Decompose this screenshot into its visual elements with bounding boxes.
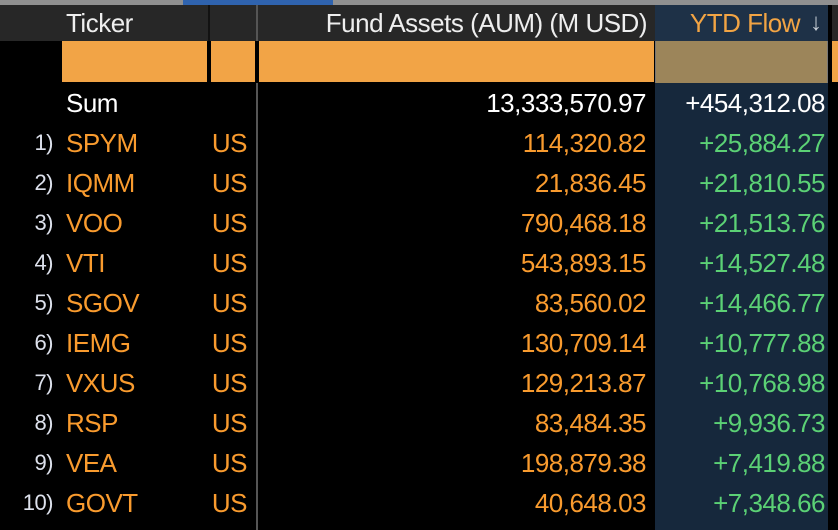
aum-cell: 130,709.14 bbox=[256, 323, 655, 363]
aum-cell: 40,648.03 bbox=[256, 483, 655, 523]
ytd-flow-cell: +7,348.66 bbox=[655, 483, 828, 523]
row-sliver bbox=[828, 203, 838, 243]
exchange-cell: US bbox=[211, 168, 248, 198]
row-number: 1) bbox=[34, 130, 53, 155]
table-row[interactable]: 3) VOO US 790,468.18 +21,513.76 bbox=[0, 203, 838, 243]
aum-cell: 129,213.87 bbox=[256, 363, 655, 403]
exchange-cell: US bbox=[211, 488, 248, 518]
sum-aum-value: 13,333,570.97 bbox=[256, 83, 655, 123]
ytd-flow-cell: +21,810.55 bbox=[655, 163, 828, 203]
row-number: 10) bbox=[22, 490, 54, 515]
ticker-cell: SGOV bbox=[66, 288, 140, 318]
sum-row-gutter bbox=[0, 83, 60, 123]
ytd-flow-cell: +14,527.48 bbox=[655, 243, 828, 283]
exchange-cell: US bbox=[211, 408, 248, 438]
filter-row bbox=[0, 41, 838, 83]
ytd-flow-cell: +9,936.73 bbox=[655, 403, 828, 443]
row-sliver bbox=[828, 323, 838, 363]
sort-descending-icon: ↓ bbox=[810, 9, 822, 36]
row-number: 8) bbox=[34, 410, 53, 435]
exchange-cell: US bbox=[211, 448, 248, 478]
sum-sliver bbox=[828, 83, 838, 123]
ticker-cell: IQMM bbox=[66, 168, 135, 198]
aum-cell: 83,560.02 bbox=[256, 283, 655, 323]
horizontal-scrollbar[interactable] bbox=[0, 0, 838, 5]
filter-gutter bbox=[0, 41, 60, 83]
table-row[interactable]: 2) IQMM US 21,836.45 +21,810.55 bbox=[0, 163, 838, 203]
table-row[interactable]: 6) IEMG US 130,709.14 +10,777.88 bbox=[0, 323, 838, 363]
row-sliver bbox=[828, 283, 838, 323]
scrollbar-thumb[interactable] bbox=[183, 0, 333, 5]
ticker-cell: VXUS bbox=[66, 368, 135, 398]
exchange-cell: US bbox=[211, 128, 248, 158]
ticker-cell: VEA bbox=[66, 448, 117, 478]
row-number-header bbox=[0, 5, 60, 41]
row-number: 3) bbox=[34, 210, 53, 235]
ticker-cell: IEMG bbox=[66, 328, 131, 358]
next-column-filter-sliver bbox=[832, 41, 838, 82]
table-row[interactable]: 10) GOVT US 40,648.03 +7,348.66 bbox=[0, 483, 838, 523]
table-row[interactable]: 5) SGOV US 83,560.02 +14,466.77 bbox=[0, 283, 838, 323]
exchange-cell: US bbox=[211, 328, 248, 358]
aum-cell: 543,893.15 bbox=[256, 243, 655, 283]
exchange-cell: US bbox=[211, 368, 248, 398]
sum-label: Sum bbox=[66, 88, 118, 118]
table-row[interactable]: 8) RSP US 83,484.35 +9,936.73 bbox=[0, 403, 838, 443]
ticker-cell: VOO bbox=[66, 208, 123, 238]
row-sliver bbox=[828, 243, 838, 283]
ytd-flow-cell: +21,513.76 bbox=[655, 203, 828, 243]
exchange-cell: US bbox=[211, 288, 248, 318]
ticker-column-header[interactable]: Ticker bbox=[66, 8, 133, 38]
row-sliver bbox=[828, 483, 838, 523]
ytd-flow-filter-input[interactable] bbox=[655, 41, 828, 83]
ticker-cell: VTI bbox=[66, 248, 105, 278]
table-row[interactable]: 4) VTI US 543,893.15 +14,527.48 bbox=[0, 243, 838, 283]
next-column-header-sliver bbox=[828, 5, 838, 41]
row-sliver bbox=[828, 363, 838, 403]
row-number: 4) bbox=[34, 250, 53, 275]
table-row[interactable]: 7) VXUS US 129,213.87 +10,768.98 bbox=[0, 363, 838, 403]
ytd-flow-column-header[interactable]: YTD Flow ↓ bbox=[655, 5, 828, 41]
ytd-flow-cell: +25,884.27 bbox=[655, 123, 828, 163]
fund-flow-table: Ticker Fund Assets (AUM) (M USD) YTD Flo… bbox=[0, 5, 838, 530]
row-number: 9) bbox=[34, 450, 53, 475]
exchange-cell: US bbox=[211, 208, 248, 238]
ytd-flow-cell: +10,777.88 bbox=[655, 323, 828, 363]
ytd-flow-cell: +7,419.88 bbox=[655, 443, 828, 483]
row-sliver bbox=[828, 403, 838, 443]
ytd-flow-cell: +10,768.98 bbox=[655, 363, 828, 403]
ytd-flow-header-label: YTD Flow bbox=[689, 8, 801, 38]
table-row[interactable]: 9) VEA US 198,879.38 +7,419.88 bbox=[0, 443, 838, 483]
row-number: 5) bbox=[34, 290, 53, 315]
sum-exchange-cell bbox=[208, 83, 256, 123]
ticker-cell: RSP bbox=[66, 408, 118, 438]
aum-cell: 790,468.18 bbox=[256, 203, 655, 243]
ticker-cell: GOVT bbox=[66, 488, 138, 518]
sum-ytd-flow-value: +454,312.08 bbox=[655, 83, 828, 123]
row-sliver bbox=[828, 123, 838, 163]
bottom-filler-row bbox=[0, 523, 838, 530]
exchange-column-header[interactable] bbox=[208, 5, 256, 41]
aum-cell: 198,879.38 bbox=[256, 443, 655, 483]
aum-filter-input[interactable] bbox=[259, 41, 654, 82]
ticker-cell: SPYM bbox=[66, 128, 138, 158]
aum-cell: 83,484.35 bbox=[256, 403, 655, 443]
aum-column-header[interactable]: Fund Assets (AUM) (M USD) bbox=[256, 5, 655, 41]
row-number: 7) bbox=[34, 370, 53, 395]
row-number: 6) bbox=[34, 330, 53, 355]
ytd-flow-cell: +14,466.77 bbox=[655, 283, 828, 323]
aum-cell: 114,320.82 bbox=[256, 123, 655, 163]
exchange-cell: US bbox=[211, 248, 248, 278]
row-sliver bbox=[828, 443, 838, 483]
aum-cell: 21,836.45 bbox=[256, 163, 655, 203]
exchange-filter-input[interactable] bbox=[211, 41, 255, 82]
ticker-filter-input[interactable] bbox=[62, 41, 207, 82]
column-header-row: Ticker Fund Assets (AUM) (M USD) YTD Flo… bbox=[0, 5, 838, 41]
row-sliver bbox=[828, 163, 838, 203]
table-row[interactable]: 1) SPYM US 114,320.82 +25,884.27 bbox=[0, 123, 838, 163]
sum-row[interactable]: Sum 13,333,570.97 +454,312.08 bbox=[0, 83, 838, 123]
row-number: 2) bbox=[34, 170, 53, 195]
